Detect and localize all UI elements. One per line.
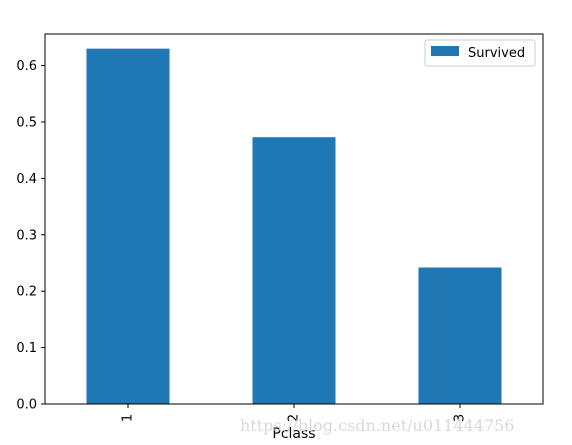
y-axis: 0.0 0.1 0.2 0.3 0.4 0.5 0.6 (16, 59, 45, 413)
legend: Survived (424, 39, 536, 67)
y-tick-label: 0.4 (16, 172, 37, 187)
y-tick-label: 0.2 (16, 285, 37, 300)
y-tick-label: 0.6 (16, 59, 37, 74)
legend-swatch (431, 46, 459, 56)
bar-1 (86, 48, 170, 404)
y-tick-label: 0.3 (16, 228, 37, 243)
y-tick-label: 0.5 (16, 115, 37, 130)
bar-2 (252, 137, 336, 404)
y-tick-label: 0.1 (16, 341, 37, 356)
x-axis: 1 2 3 (121, 404, 468, 422)
legend-label-survived: Survived (468, 46, 525, 61)
x-tick-label-2: 2 (287, 414, 302, 422)
x-tick-label-1: 1 (121, 414, 136, 422)
x-axis-title: Pclass (272, 426, 315, 442)
watermark-text: https://blog.csdn.net/u011444756 (240, 416, 514, 435)
x-tick-label-3: 3 (453, 414, 468, 422)
y-tick-label: 0.0 (16, 398, 37, 413)
bar-3 (418, 267, 502, 404)
bars-group (86, 48, 502, 404)
